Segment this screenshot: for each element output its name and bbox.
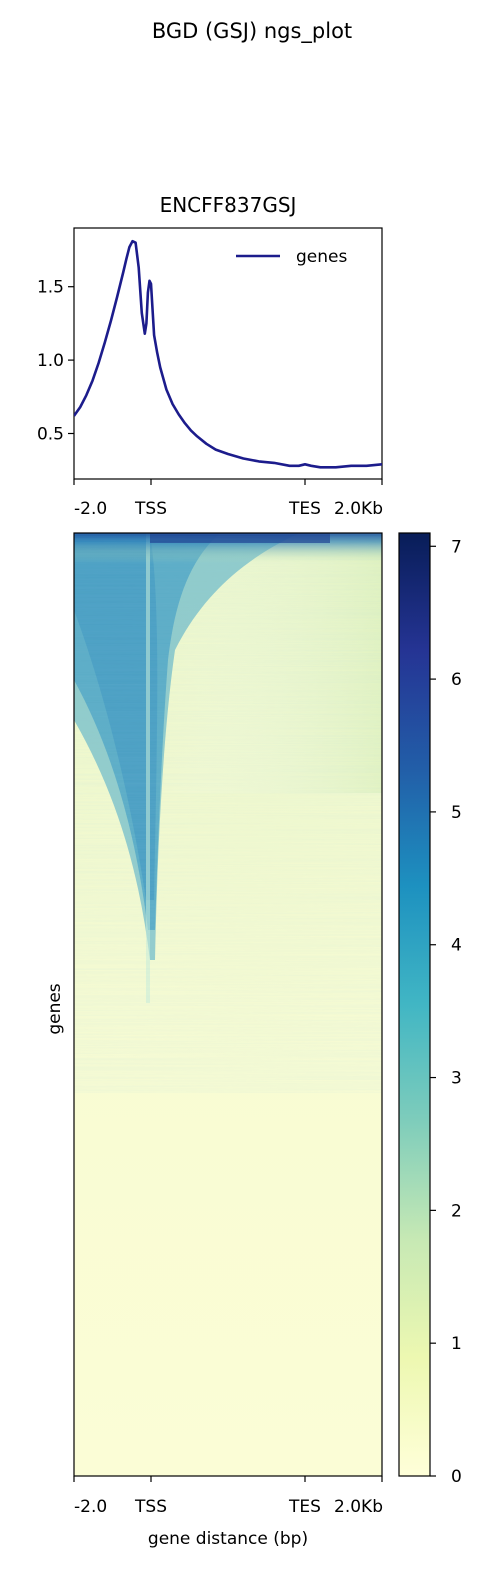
colorbar-ticks: 0 1 2 3 4 5 6 7 <box>430 537 462 1487</box>
heatmap-xtick-label: -2.0 <box>74 1497 107 1517</box>
heatmap-xtick-label: TSS <box>134 1497 167 1517</box>
colorbar: 0 1 2 3 4 5 6 7 <box>398 532 462 1487</box>
profile-ytick-label: 1.5 <box>37 278 64 298</box>
colorbar-tick-label: 3 <box>451 1069 462 1089</box>
heatmap-xtick-label: TES <box>288 1497 321 1517</box>
heatmap-ylabel: genes <box>45 983 65 1034</box>
colorbar-tick-label: 2 <box>451 1201 462 1221</box>
colorbar-tick-label: 1 <box>451 1334 462 1354</box>
profile-xtick-label: TES <box>288 499 321 519</box>
profile-title: ENCFF837GSJ <box>160 193 297 217</box>
figure-suptitle: BGD (GSJ) ngs_plot <box>152 19 352 44</box>
heatmap-x-ticks: -2.0 TSS TES 2.0Kb <box>73 1476 383 1517</box>
heatmap-xlabel: gene distance (bp) <box>148 1529 308 1549</box>
colorbar-tick-label: 6 <box>451 670 462 690</box>
colorbar-tick-label: 0 <box>451 1467 462 1487</box>
profile-xtick-label: TSS <box>134 499 167 519</box>
heatmap-axes-frame <box>73 532 383 1477</box>
profile-axes-frame <box>73 227 383 480</box>
legend-label-genes: genes <box>296 247 347 267</box>
colorbar-tick-label: 7 <box>451 537 462 557</box>
profile-ytick-label: 1.0 <box>37 351 64 371</box>
colorbar-tick-label: 4 <box>451 936 462 956</box>
heatmap-image <box>74 533 382 1476</box>
colorbar-tick-label: 5 <box>451 803 462 823</box>
profile-legend: genes <box>236 247 347 267</box>
profile-ytick-label: 0.5 <box>37 424 64 444</box>
profile-xtick-label: 2.0Kb <box>334 499 383 519</box>
series-line-genes <box>74 239 382 469</box>
profile-y-ticks: 0.5 1.0 1.5 <box>37 278 74 444</box>
colorbar-gradient <box>398 532 431 1477</box>
profile-plot: ENCFF837GSJ 0.5 1.0 1.5 -2.0 TSS TES 2.0Kb ge… <box>37 193 383 519</box>
profile-xtick-label: -2.0 <box>74 499 107 519</box>
profile-x-ticks: -2.0 TSS TES 2.0Kb <box>73 479 383 519</box>
heatmap-xtick-label: 2.0Kb <box>334 1497 383 1517</box>
heatmap: -2.0 TSS TES 2.0Kb genes gene distance (bp) <box>45 532 383 1549</box>
